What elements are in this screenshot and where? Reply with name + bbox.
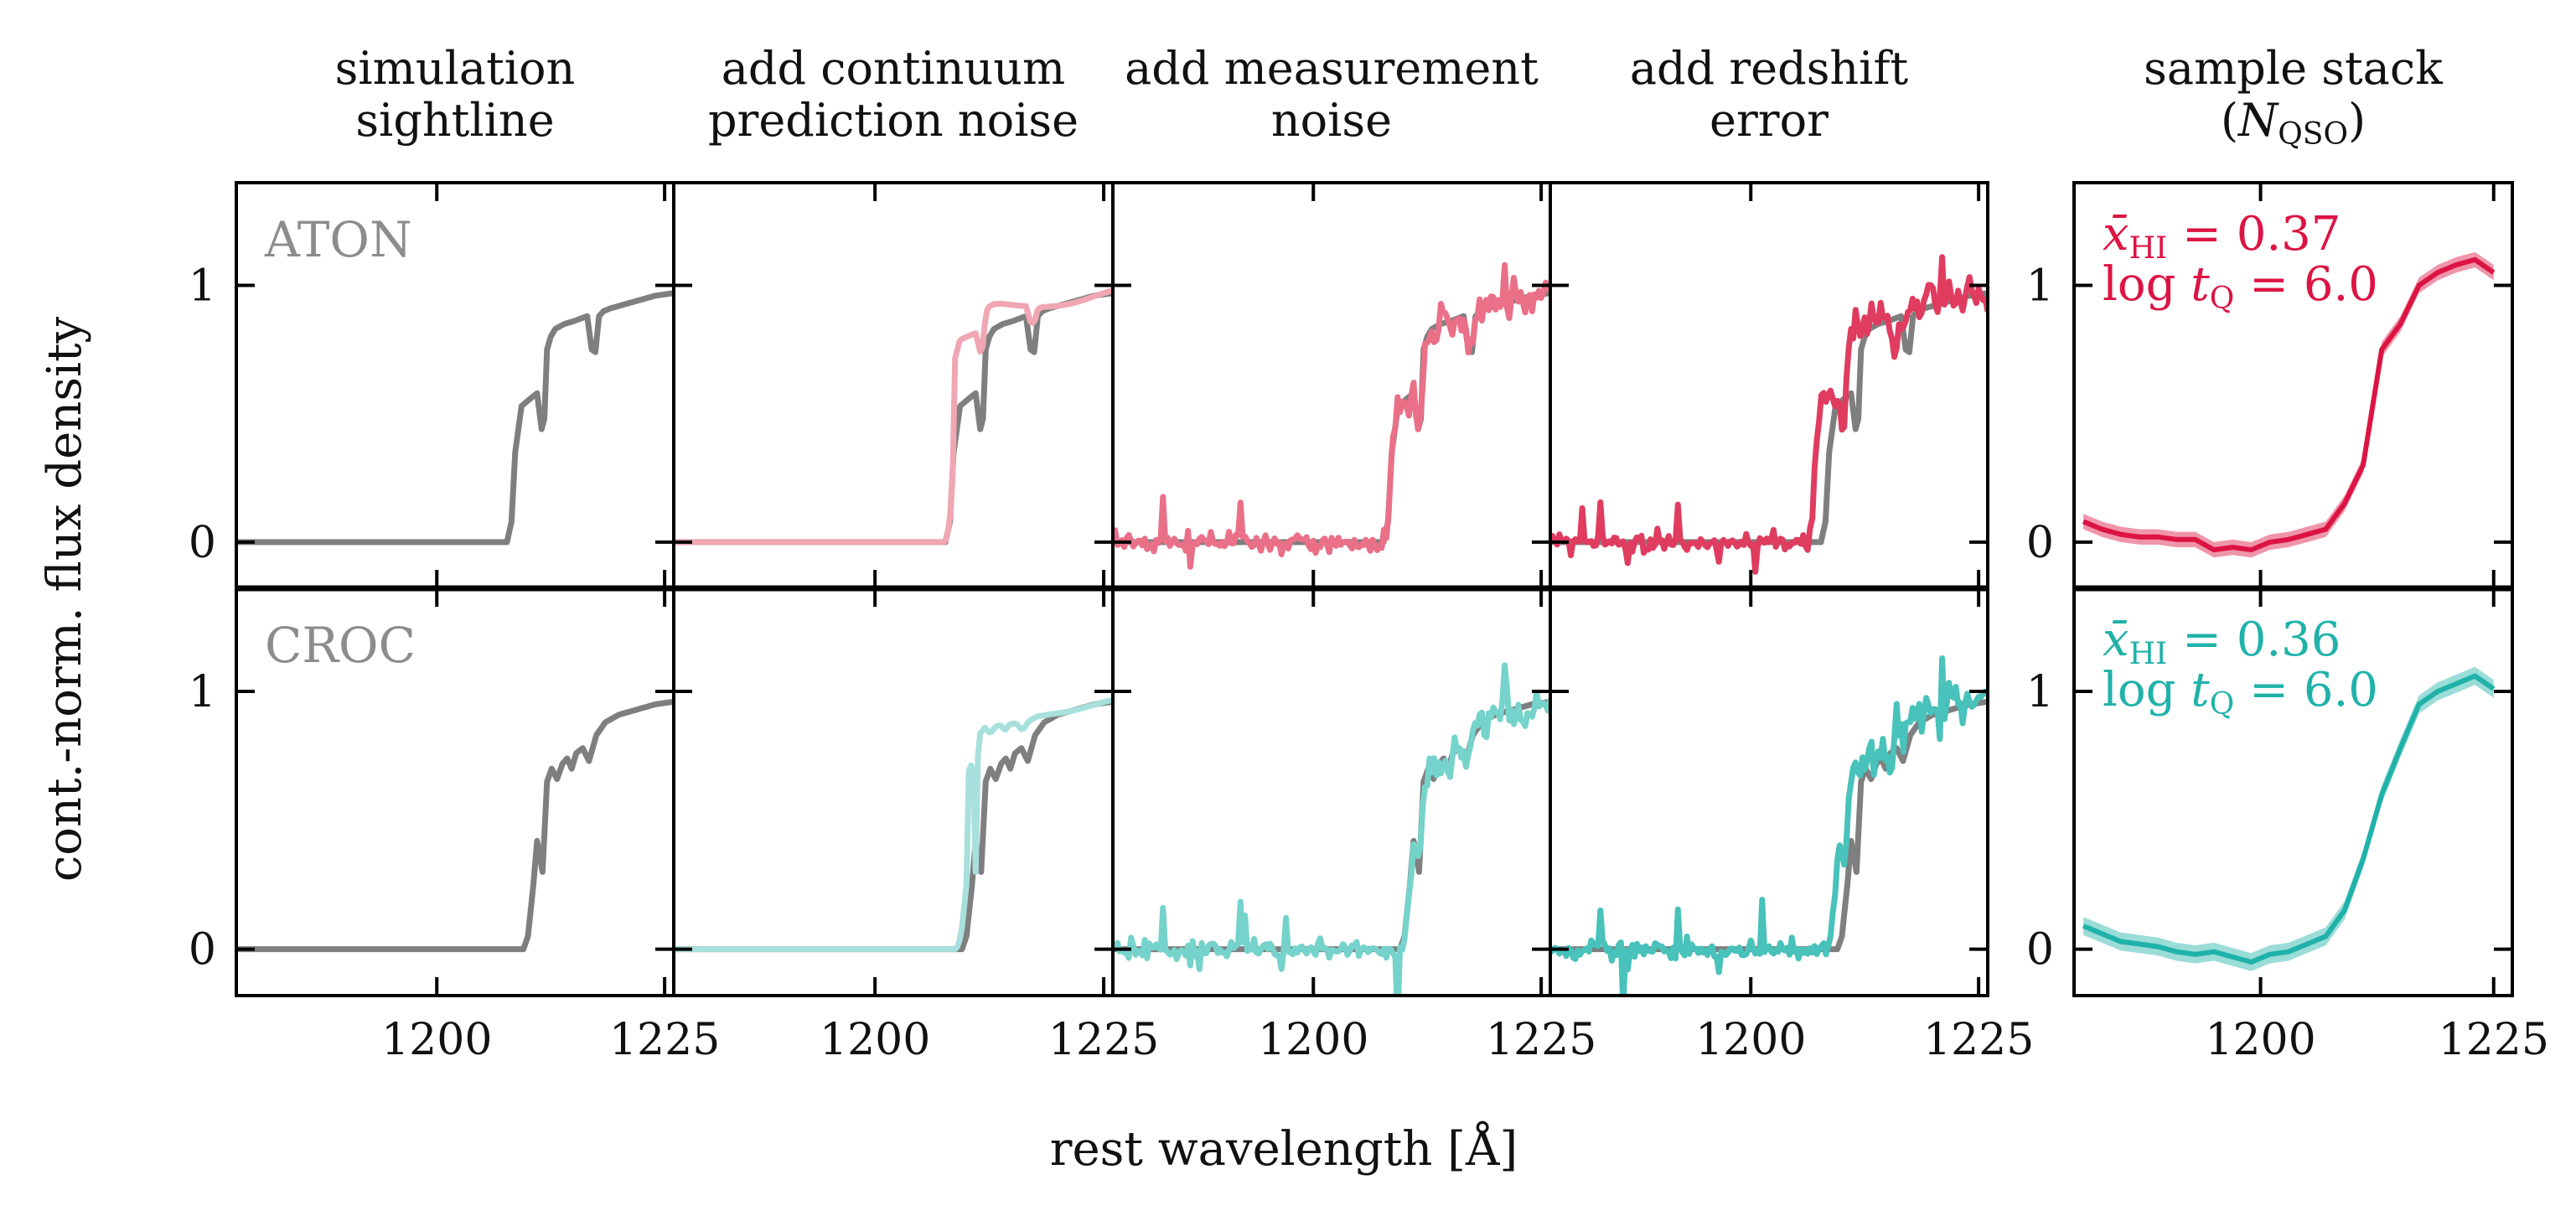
y-tick-label: 1 xyxy=(2026,261,2054,312)
measurement-noise-sightline xyxy=(1113,662,1550,996)
continuum-noise-sightline xyxy=(674,287,1113,546)
panel-croc-2: 1200 1225 xyxy=(1111,587,1596,1065)
stack-annotation-line-0: x̄HI = 0.36 xyxy=(2103,613,2341,671)
stack-mean-line xyxy=(2082,256,2496,553)
column-title-3-line-1: error xyxy=(1710,94,1829,147)
x-tick-label: 1225 xyxy=(1486,1015,1596,1065)
x-tick-label: 1200 xyxy=(381,1015,492,1065)
panel-aton-0: 0 1 ATON xyxy=(189,181,675,590)
stack-annotation-line-1: log tQ = 6.0 xyxy=(2103,257,2378,316)
reference-sightline xyxy=(1550,290,1988,546)
model-label-croc: CROC xyxy=(265,617,416,674)
stack-mean-line xyxy=(2082,673,2496,965)
column-title-3-line-0: add redshift xyxy=(1630,42,1909,95)
column-title-0-line-0: simulation xyxy=(335,42,576,95)
measurement-noise-sightline xyxy=(1550,254,1988,575)
panel-frame xyxy=(672,587,1115,997)
measurement-noise-sightline xyxy=(1113,261,1550,570)
y-tick-label: 0 xyxy=(2026,518,2054,568)
x-tick-label: 1200 xyxy=(1258,1015,1368,1065)
reference-sightline xyxy=(674,290,1113,546)
y-tick-label: 1 xyxy=(189,667,216,717)
x-tick-label: 1200 xyxy=(1695,1015,1806,1065)
y-tick-label: 1 xyxy=(189,261,216,312)
measurement-noise-sightline xyxy=(1550,655,1988,996)
column-title-2-line-0: add measurement xyxy=(1125,42,1539,95)
column-title-4-line-0: sample stack xyxy=(2144,42,2444,95)
column-title-4-line-1: (NQSO) xyxy=(2221,94,2366,152)
model-label-aton: ATON xyxy=(264,211,412,268)
panel-frame xyxy=(1111,587,1552,997)
reference-sightline xyxy=(236,698,674,953)
x-tick-label: 1225 xyxy=(1923,1015,2034,1065)
y-axis-label: cont.-norm. flux density xyxy=(38,317,92,882)
y-tick-label: 1 xyxy=(2026,667,2054,717)
panel-croc-3: 1200 1225 xyxy=(1549,587,2034,1065)
column-title-0-line-1: sightline xyxy=(355,94,554,147)
x-tick-label: 1225 xyxy=(609,1015,720,1065)
panel-aton-2 xyxy=(1111,181,1552,590)
panel-frame xyxy=(1549,181,1989,590)
panel-frame xyxy=(1111,181,1552,590)
panel-croc-1: 1200 1225 xyxy=(672,587,1159,1065)
continuum-noise-sightline xyxy=(674,696,1113,953)
reference-sightline xyxy=(236,290,674,546)
panel-aton-3 xyxy=(1549,181,1989,590)
panel-frame xyxy=(672,181,1115,590)
column-title-1-line-1: prediction noise xyxy=(708,94,1079,147)
reference-sightline xyxy=(674,698,1113,953)
x-tick-label: 1200 xyxy=(820,1015,930,1065)
reference-sightline xyxy=(1550,698,1988,953)
reference-sightline xyxy=(1113,290,1550,546)
y-tick-label: 0 xyxy=(189,518,216,568)
panel-frame xyxy=(1549,587,1989,997)
y-tick-label: 0 xyxy=(2026,925,2054,975)
stack-annotation-line-0: x̄HI = 0.37 xyxy=(2103,207,2341,266)
x-tick-label: 1200 xyxy=(2205,1015,2315,1065)
column-title-1-line-0: add continuum xyxy=(722,42,1066,95)
stack-annotation-line-1: log tQ = 6.0 xyxy=(2103,663,2378,722)
x-tick-label: 1225 xyxy=(2439,1015,2549,1065)
x-axis-label: rest wavelength [Å] xyxy=(1050,1120,1518,1177)
column-title-2-line-1: noise xyxy=(1271,94,1392,147)
panel-croc-0: 0 1 1200 1225 CROC xyxy=(189,587,720,1065)
panel-aton-1 xyxy=(672,181,1115,590)
y-tick-label: 0 xyxy=(189,925,216,975)
x-tick-label: 1225 xyxy=(1048,1015,1159,1065)
